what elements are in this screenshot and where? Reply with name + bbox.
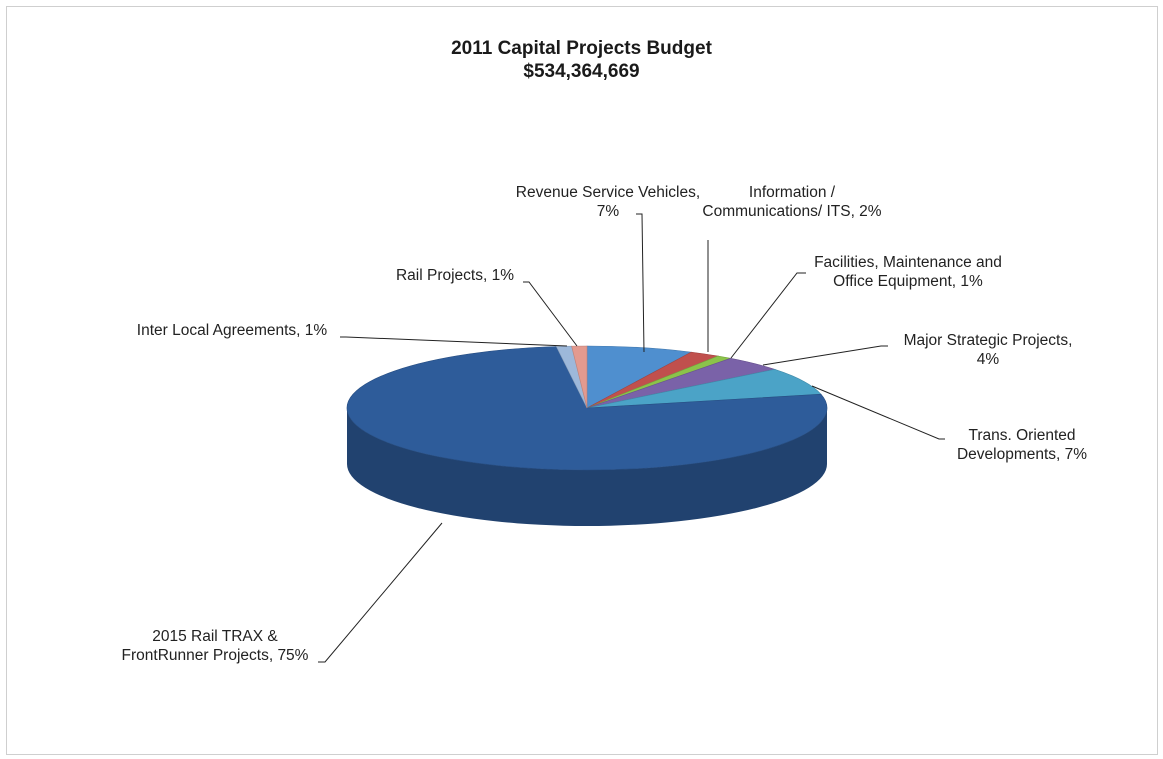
- pie-slice-5: [346, 346, 828, 471]
- leader-line-6: [340, 336, 568, 347]
- slice-label-2: Facilities, Maintenance and Office Equipm…: [814, 254, 1002, 290]
- pie-labels: Revenue Service Vehicles, 7%Information /…: [122, 184, 1088, 664]
- chart-subtitle: $534,364,669: [523, 61, 640, 82]
- pie-slice-0: [586, 345, 693, 409]
- leader-line-7: [523, 281, 578, 347]
- leader-line-5: [318, 522, 443, 663]
- pie-leader-lines: [318, 213, 945, 663]
- chart-title: 2011 Capital Projects Budget: [451, 38, 712, 59]
- pie-top: [346, 345, 828, 471]
- pie-sides: [347, 408, 827, 526]
- slice-label-4: Trans. Oriented Developments, 7%: [957, 427, 1087, 463]
- leader-line-4: [811, 385, 945, 440]
- slice-label-0: Revenue Service Vehicles, 7%: [516, 184, 700, 220]
- slice-label-7: Rail Projects, 1%: [396, 267, 514, 284]
- slice-label-3: Major Strategic Projects, 4%: [904, 332, 1073, 368]
- leader-line-2: [730, 272, 806, 359]
- slice-label-5: 2015 Rail TRAX & FrontRunner Projects, 75…: [122, 628, 309, 664]
- pie-slice-4: [586, 369, 822, 409]
- leader-line-0: [636, 213, 645, 353]
- pie-slice-7: [571, 345, 588, 409]
- slice-label-6: Inter Local Agreements, 1%: [137, 322, 328, 339]
- slice-label-1: Information / Communications/ ITS, 2%: [702, 184, 881, 220]
- leader-line-3: [762, 345, 888, 366]
- pie-side-5: [347, 408, 827, 526]
